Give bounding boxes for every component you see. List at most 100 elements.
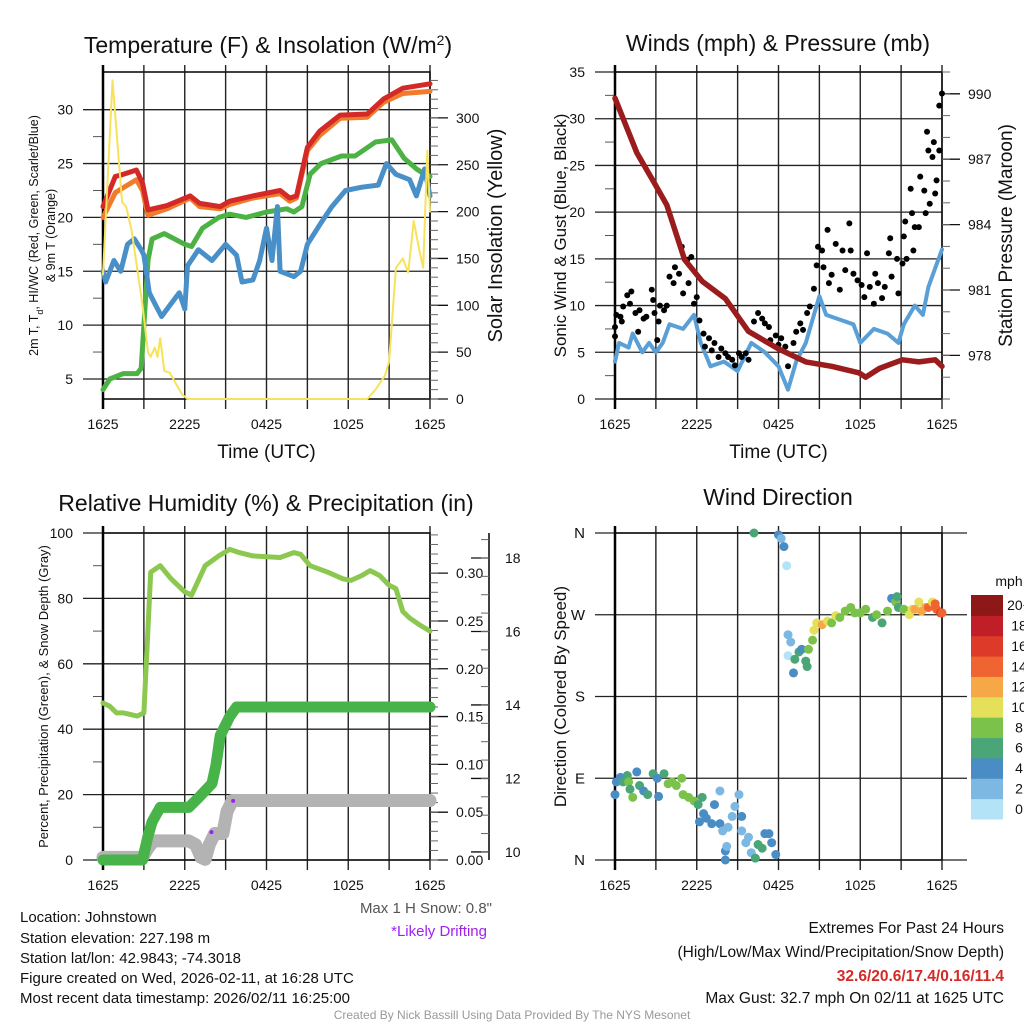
- data-point: [846, 220, 853, 227]
- data-point: [917, 173, 924, 180]
- y2-tick-label: 250: [456, 157, 480, 173]
- data-point: [680, 290, 687, 297]
- series-line: [97, 701, 436, 866]
- data-point: [858, 282, 865, 289]
- extremes-summary: Extremes For Past 24 Hours (High/Low/Max…: [678, 920, 1005, 1007]
- data-point: [785, 363, 792, 370]
- x-axis-title: Time (UTC): [729, 442, 828, 463]
- series-precipitation: [97, 701, 436, 866]
- title-part: Winds (mph) & Pressure (mb): [626, 30, 930, 56]
- y2-tick-label: 150: [456, 250, 480, 266]
- colorbar-swatch: [971, 757, 1003, 779]
- x-tick-label: 2225: [169, 877, 200, 893]
- wind-direction-point: [910, 604, 920, 614]
- data-point: [742, 350, 749, 357]
- data-point: [842, 267, 849, 274]
- data-point: [839, 247, 846, 254]
- wind-direction-point: [790, 654, 800, 664]
- data-point: [888, 273, 895, 280]
- data-point: [806, 303, 813, 310]
- chart-title: Winds (mph) & Pressure (mb): [626, 30, 930, 56]
- station-info: Location: Johnstown Station elevation: 2…: [20, 909, 354, 1007]
- colorbar-swatch: [971, 676, 1003, 698]
- y-tick-label: S: [575, 689, 585, 706]
- y-axis-title: Direction (Colored By Speed): [551, 586, 570, 807]
- x-tick-label: 1025: [333, 877, 364, 893]
- y-axis-title: Percent, Precipitation (Green), & Snow D…: [36, 545, 51, 848]
- data-point: [693, 294, 700, 301]
- data-point: [810, 285, 817, 292]
- y-tick-label: W: [571, 607, 586, 624]
- x-tick-label: 2225: [681, 416, 712, 432]
- x-tick-label: 1625: [414, 416, 445, 432]
- wind-direction-point: [694, 817, 704, 827]
- data-point: [624, 292, 631, 299]
- data-point: [617, 313, 624, 320]
- y-tick-label: N: [574, 852, 585, 869]
- wind-direction-point: [797, 644, 807, 654]
- snow-note: Max 1 H Snow: 0.8" *Likely Drifting: [360, 900, 492, 940]
- wind-direction-point: [632, 767, 642, 777]
- wind-direction-point: [802, 662, 812, 672]
- wind-direction-point: [883, 606, 892, 616]
- wind-direction-point: [808, 635, 818, 645]
- wind-direction-point: [723, 822, 733, 832]
- colorbar-swatch: [971, 635, 1003, 657]
- wind-direction-point: [625, 784, 635, 794]
- x-tick-label: 0425: [763, 877, 794, 893]
- y-axis-title: 2m T, Td, HI/WC (Red, Green, Scarlet/Blu…: [27, 115, 45, 356]
- series-solar-insolation: [102, 79, 431, 400]
- series-line: [100, 161, 433, 319]
- wind-direction-point: [803, 644, 813, 654]
- y2-tick-label: 0.25: [456, 613, 483, 629]
- wind-direction-point: [782, 561, 792, 571]
- wind-direction-point: [709, 800, 719, 810]
- wind-direction-point: [610, 790, 620, 800]
- wind-direction-point: [861, 604, 871, 614]
- wind-direction-point: [788, 668, 798, 678]
- data-point: [854, 277, 861, 284]
- y2-axis-title: Solar Insolation (Yellow): [485, 129, 507, 343]
- y-title-part: 2m T, T: [27, 314, 41, 356]
- data-point: [670, 280, 677, 287]
- y-tick-label: 10: [57, 317, 73, 333]
- y-tick-label: 20: [569, 204, 585, 220]
- wind-direction-point: [835, 612, 845, 622]
- data-point: [651, 310, 658, 317]
- data-point: [765, 324, 772, 331]
- wind-direction-point: [720, 855, 730, 865]
- x-tick-label: 1625: [414, 877, 445, 893]
- x-tick-label: 1625: [87, 877, 118, 893]
- colorbar-label: 4: [1015, 760, 1023, 776]
- data-point: [939, 90, 945, 97]
- data-point: [915, 224, 922, 231]
- y-tick-label: 25: [57, 156, 73, 172]
- y2-axis-title: Station Pressure (Maroon): [996, 124, 1017, 347]
- data-point: [688, 253, 695, 260]
- y-tick-label: 25: [569, 157, 585, 173]
- data-point: [650, 296, 657, 303]
- y2-tick-label: 0.30: [456, 565, 483, 581]
- data-point: [874, 280, 881, 287]
- data-point: [772, 332, 779, 339]
- y-tick-label: 15: [57, 263, 73, 279]
- title-part: Temperature (F) & Insolation (W/m: [84, 32, 437, 58]
- y2-tick-label: 984: [968, 217, 992, 233]
- title-part: Relative Humidity (%) & Precipitation (i…: [58, 490, 473, 516]
- data-point: [628, 288, 635, 295]
- series-2m-temperature: [100, 81, 433, 213]
- y-tick-label: 20: [57, 209, 73, 225]
- data-point: [828, 271, 835, 278]
- wind-direction-point: [654, 791, 664, 801]
- max-snow-text: Max 1 H Snow: 0.8": [360, 900, 492, 917]
- y-tick-label: 20: [57, 787, 73, 803]
- data-point: [907, 185, 914, 192]
- credit-line: Created By Nick Bassill Using Data Provi…: [334, 1008, 691, 1022]
- data-point: [815, 243, 822, 250]
- data-point: [820, 264, 827, 271]
- wind-direction-point: [779, 542, 789, 552]
- x-axis-title: Time (UTC): [217, 442, 316, 463]
- y-tick-label: 40: [57, 721, 73, 737]
- wind-direction-point: [937, 608, 947, 618]
